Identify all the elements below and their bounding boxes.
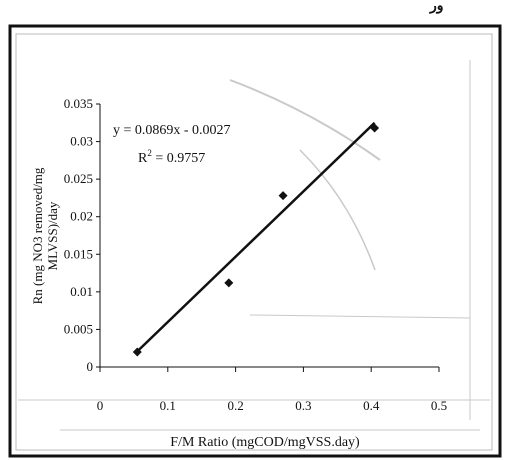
trendline-layer	[136, 121, 376, 353]
r-squared-value: = 0.9757	[152, 151, 205, 166]
y-axis-label-line-2: MLVSS)/day	[45, 201, 60, 270]
y-axis-label-group: Rn (mg NO3 removed/mgMLVSS)/day	[30, 167, 60, 304]
y-tick-label: 0.005	[64, 321, 93, 336]
y-tick-label: 0	[87, 359, 94, 374]
figure-border	[8, 24, 502, 458]
y-tick-label: 0.035	[64, 96, 93, 111]
axes	[99, 104, 439, 368]
y-tick-label: 0.015	[64, 246, 93, 261]
y-tick-label: 0.03	[70, 134, 93, 149]
x-tick-label: 0.1	[160, 398, 176, 413]
y-tick-label: 0.01	[70, 284, 93, 299]
x-tick-label: 0.4	[363, 398, 380, 413]
y-axis-label-line-1: Rn (mg NO3 removed/mg	[30, 167, 45, 304]
y-tick-label: 0.02	[70, 209, 93, 224]
x-axis-label: F/M Ratio (mgCOD/mgVSS.day)	[170, 435, 360, 450]
r-squared-base: R	[138, 151, 148, 166]
trendline	[136, 121, 376, 353]
x-tick-label: 0.5	[431, 398, 447, 413]
x-tick-label: 0.2	[227, 398, 243, 413]
data-point-marker	[278, 191, 288, 201]
r-squared-label: R2 = 0.9757	[138, 148, 205, 166]
y-tick-label: 0.025	[64, 171, 93, 186]
x-tick-label: 0.3	[295, 398, 311, 413]
inner-border	[15, 33, 493, 451]
r-squared-superscript: 2	[147, 148, 152, 158]
data-point-marker	[132, 347, 142, 357]
ticks: 0 0.1 0.2 0.3 0.4 0.5 0 0.005 0.01 0.015 0.02 0.025…	[64, 96, 447, 413]
data-point-marker	[224, 278, 234, 288]
data-points	[132, 123, 380, 357]
y-axis-label: Rn (mg NO3 removed/mgMLVSS)/day	[30, 167, 60, 304]
x-tick-label: 0	[97, 398, 104, 413]
equation-label: y = 0.0869x - 0.0027	[113, 123, 231, 138]
data-point-marker	[370, 123, 380, 133]
bleed-through-artefacts	[18, 60, 490, 431]
corner-text: ﻭﺭ	[429, 0, 444, 14]
